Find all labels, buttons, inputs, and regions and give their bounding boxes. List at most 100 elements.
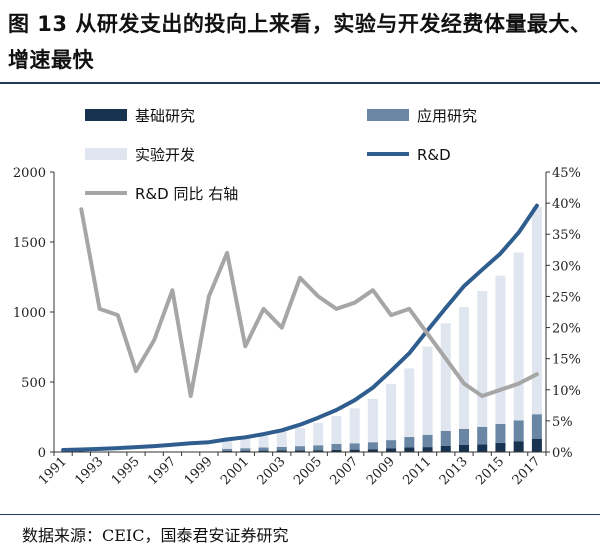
bar-applied bbox=[294, 446, 306, 451]
bar-applied bbox=[222, 448, 233, 451]
legend-swatch-basic bbox=[85, 109, 127, 121]
x-tick-label: 2005 bbox=[291, 454, 325, 488]
x-tick-label: 2001 bbox=[218, 454, 252, 488]
x-tick-label: 2017 bbox=[510, 454, 544, 488]
bar-experimental bbox=[440, 323, 451, 431]
bar-experimental bbox=[313, 422, 324, 446]
legend: 基础研究 应用研究 实验开发 R&D R&D 同比 右轴 bbox=[85, 107, 477, 203]
bar-experimental bbox=[386, 384, 397, 441]
y-left-tick-label: 1500 bbox=[13, 236, 46, 251]
y-right-tick-label: 15% bbox=[552, 353, 581, 368]
chart-title: 图 13 从研发支出的投向上来看，实验与开发经费体量最大、增速最快 bbox=[8, 12, 592, 72]
legend-swatch-experimental bbox=[85, 148, 127, 160]
line-rd-yoy bbox=[79, 207, 539, 398]
legend-label-rd-yoy: R&D 同比 右轴 bbox=[135, 185, 238, 203]
bar-basic bbox=[258, 450, 269, 452]
bar-experimental bbox=[404, 368, 415, 438]
bar-applied bbox=[531, 414, 542, 439]
bar-applied bbox=[513, 420, 524, 442]
bar-experimental bbox=[276, 431, 287, 447]
y-right-tick-label: 10% bbox=[552, 384, 581, 399]
x-tick-label: 2015 bbox=[473, 454, 507, 488]
bar-basic bbox=[386, 448, 397, 452]
y-left-tick-label: 500 bbox=[21, 376, 46, 391]
bar-applied bbox=[477, 426, 488, 445]
x-tick-label: 2007 bbox=[327, 454, 361, 488]
bar-basic bbox=[458, 445, 470, 452]
y-right-tick-label: 35% bbox=[552, 228, 581, 243]
legend-swatch-applied bbox=[367, 109, 409, 121]
y-right-tick-label: 40% bbox=[552, 197, 581, 212]
bar-basic bbox=[422, 447, 433, 452]
x-tick-label: 1997 bbox=[145, 454, 179, 488]
bar-experimental bbox=[531, 207, 542, 415]
bar-basic bbox=[404, 447, 415, 452]
bar-experimental bbox=[495, 275, 506, 424]
bar-experimental bbox=[349, 408, 360, 444]
y-left-tick-label: 0 bbox=[38, 446, 46, 461]
bar-basic bbox=[349, 449, 360, 452]
bar-basic bbox=[313, 450, 324, 452]
line-group bbox=[61, 203, 539, 452]
bar-applied bbox=[367, 442, 378, 450]
x-tick-label: 2009 bbox=[364, 454, 398, 488]
y-right-tick-label: 20% bbox=[552, 322, 581, 337]
y-right-tick-label: 45% bbox=[552, 166, 581, 181]
bar-experimental bbox=[422, 346, 433, 435]
bar-applied bbox=[313, 445, 324, 451]
title-divider bbox=[0, 82, 600, 84]
bar-group bbox=[222, 207, 542, 452]
source-divider bbox=[0, 514, 600, 515]
legend-label-applied: 应用研究 bbox=[417, 107, 477, 125]
bar-experimental bbox=[258, 435, 269, 448]
bar-applied bbox=[258, 447, 269, 451]
bar-applied bbox=[422, 434, 433, 448]
bar-basic bbox=[367, 449, 378, 452]
bar-applied bbox=[331, 444, 342, 450]
bar-basic bbox=[513, 441, 524, 452]
bar-basic bbox=[495, 442, 506, 452]
bar-basic bbox=[240, 450, 251, 452]
bar-experimental bbox=[222, 439, 233, 449]
y-right-tick-label: 5% bbox=[552, 415, 573, 430]
bar-applied bbox=[495, 424, 506, 443]
bar-applied bbox=[386, 440, 397, 449]
x-tick-label: 1995 bbox=[109, 454, 143, 488]
bar-applied bbox=[276, 446, 287, 451]
bar-experimental bbox=[240, 438, 251, 449]
y-right-tick-label: 25% bbox=[552, 290, 581, 305]
y-left-tick-label: 2000 bbox=[13, 166, 46, 181]
x-tick-label: 2011 bbox=[400, 454, 434, 488]
bar-experimental bbox=[294, 427, 306, 447]
bar-basic bbox=[531, 438, 542, 452]
bar-basic bbox=[222, 450, 233, 452]
x-tick-label: 2013 bbox=[437, 454, 471, 488]
bar-applied bbox=[240, 448, 251, 451]
legend-label-basic: 基础研究 bbox=[135, 107, 195, 125]
y-right-tick-label: 30% bbox=[552, 259, 581, 274]
bar-experimental bbox=[367, 398, 378, 443]
legend-label-experimental: 实验开发 bbox=[135, 146, 195, 164]
x-tick-label: 2003 bbox=[255, 454, 289, 488]
y-right-tick-label: 0% bbox=[552, 446, 573, 461]
bar-applied bbox=[349, 443, 360, 450]
bar-basic bbox=[331, 449, 342, 452]
bar-experimental bbox=[458, 307, 470, 429]
bar-basic bbox=[276, 450, 287, 452]
bar-basic bbox=[294, 450, 306, 452]
bar-applied bbox=[440, 431, 451, 446]
y-left-tick-label: 1000 bbox=[13, 306, 46, 321]
bar-experimental bbox=[513, 252, 524, 421]
bar-basic bbox=[477, 444, 488, 452]
bar-experimental bbox=[331, 416, 342, 445]
bar-basic bbox=[440, 445, 451, 452]
x-tick-label: 1999 bbox=[182, 454, 216, 488]
x-tick-label: 1993 bbox=[72, 454, 106, 488]
bar-experimental bbox=[477, 291, 488, 427]
source-note: 数据来源：CEIC，国泰君安证券研究 bbox=[22, 526, 289, 545]
bar-applied bbox=[458, 428, 470, 445]
bar-applied bbox=[404, 437, 415, 448]
line-rd bbox=[61, 203, 539, 452]
legend-label-rd: R&D bbox=[417, 146, 451, 164]
